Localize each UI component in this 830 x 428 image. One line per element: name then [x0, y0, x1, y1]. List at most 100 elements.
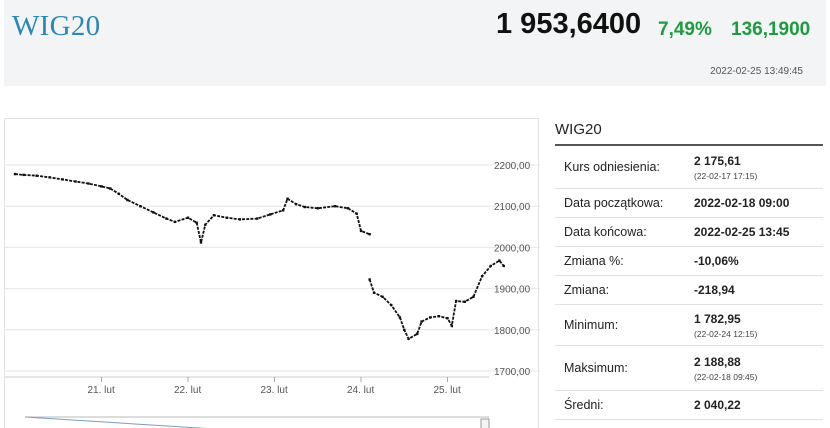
- stats-label: Zmiana:: [564, 283, 610, 297]
- stats-value-text: 2 188,88: [694, 354, 741, 369]
- stats-row: Średni: 2 040,22: [555, 391, 823, 420]
- change-absolute: 136,1900: [731, 19, 811, 40]
- stats-value: 2 175,61 (22-02-17 17:15): [688, 154, 823, 181]
- stats-value-date: (22-02-24 12:15): [694, 328, 758, 339]
- stats-label: Maksimum:: [564, 361, 628, 375]
- y-tick-label: 1700,00: [494, 367, 531, 378]
- data-point: [238, 218, 242, 221]
- stats-row: Data końcowa: 2022-02-25 13:45: [555, 218, 823, 247]
- stats-panel: WIG20 Kurs odniesienia: 2 175,61 (22-02-17…: [555, 118, 823, 420]
- data-point: [195, 221, 198, 224]
- data-point: [22, 173, 25, 177]
- stats-value-text: 2022-02-25 13:45: [694, 225, 790, 239]
- data-point: [472, 295, 475, 299]
- data-point: [316, 207, 319, 210]
- stats-value-date: (22-02-17 17:15): [694, 170, 758, 181]
- data-point: [303, 205, 306, 209]
- data-point: [204, 223, 207, 226]
- stats-row: Maksimum: 2 188,88 (22-02-18 09:45): [555, 346, 823, 391]
- data-point: [286, 197, 289, 200]
- panel-title: WIG20: [555, 118, 823, 146]
- data-point: [502, 264, 505, 268]
- stats-row: Data początkowa: 2022-02-18 09:00: [555, 189, 823, 218]
- data-point: [173, 220, 177, 224]
- stats-label: Data początkowa:: [564, 196, 664, 210]
- data-point: [372, 291, 376, 294]
- navigator-series: [24, 416, 208, 428]
- data-point: [48, 176, 51, 179]
- data-point: [390, 303, 393, 307]
- data-point: [294, 202, 298, 206]
- index-title[interactable]: WIG20: [12, 10, 101, 42]
- stats-value: 1 782,95 (22-02-24 12:15): [688, 312, 823, 339]
- data-point: [100, 185, 103, 188]
- data-point: [416, 332, 419, 336]
- stats-value: 2 188,88 (22-02-18 09:45): [688, 355, 823, 382]
- quote-timestamp: 2022-02-25 13:49:45: [710, 66, 803, 77]
- stats-row: Zmiana %: -10,06%: [555, 247, 823, 276]
- data-point: [117, 192, 120, 196]
- change-percent: 7,49%: [658, 19, 712, 40]
- stats-row: Minimum: 1 782,95 (22-02-24 12:15): [555, 305, 823, 346]
- navigator-handle: [480, 418, 490, 428]
- y-tick-label: 1900,00: [494, 285, 531, 296]
- stats-value-text: 2 040,22: [694, 398, 741, 412]
- data-point: [333, 205, 337, 208]
- data-point: [152, 211, 155, 214]
- data-point: [108, 187, 112, 190]
- series-line: [14, 173, 505, 341]
- data-point: [463, 300, 466, 303]
- data-point: [268, 213, 272, 216]
- data-point: [186, 216, 190, 219]
- data-point: [359, 229, 363, 233]
- stats-label: Data końcowa:: [564, 225, 647, 239]
- stats-label: Zmiana %:: [564, 254, 624, 268]
- data-point: [346, 207, 350, 210]
- data-point: [256, 217, 259, 220]
- stats-label: Średni:: [564, 398, 604, 412]
- data-point: [199, 241, 203, 244]
- data-point: [61, 178, 64, 181]
- data-point: [281, 209, 285, 212]
- quote-header: WIG20 1 953,6400 7,49% 136,1900 2022-02-…: [4, 0, 826, 86]
- stats-value-text: 1 782,95: [694, 311, 741, 326]
- data-point: [368, 278, 371, 281]
- price-chart[interactable]: 2200,00 2100,00 2000,00 1900,00 1800,00 1700,…: [4, 118, 540, 428]
- data-point: [446, 317, 449, 320]
- data-point: [403, 328, 406, 331]
- data-point: [454, 299, 458, 303]
- stats-label: Minimum:: [564, 318, 619, 332]
- stats-label: Kurs odniesienia:: [564, 160, 660, 174]
- x-tick-label: 25. lut: [434, 385, 461, 396]
- data-point: [368, 233, 371, 236]
- data-point: [87, 182, 90, 185]
- data-point: [74, 180, 77, 183]
- stats-value: -10,06%: [688, 254, 823, 268]
- data-point: [437, 315, 441, 318]
- chart-canvas[interactable]: 2200,00 2100,00 2000,00 1900,00 1800,00 1700,…: [5, 119, 540, 428]
- x-tick-label: 24. lut: [347, 385, 374, 396]
- data-point: [498, 259, 501, 262]
- data-point: [225, 216, 229, 219]
- stats-value: 2022-02-25 13:45: [688, 225, 823, 239]
- data-point: [13, 172, 17, 176]
- data-point: [420, 320, 423, 323]
- stats-value-text: -218,94: [694, 283, 735, 297]
- data-point: [398, 316, 402, 319]
- x-tick-label: 21. lut: [88, 385, 115, 396]
- stats-value-text: 2022-02-18 09:00: [694, 196, 790, 210]
- data-point: [355, 212, 358, 215]
- x-tick-label: 23. lut: [261, 385, 288, 396]
- data-point: [165, 217, 168, 220]
- stats-value: 2 040,22: [688, 398, 823, 412]
- data-point: [450, 324, 454, 327]
- data-point: [407, 337, 410, 341]
- stats-row: Zmiana: -218,94: [555, 276, 823, 305]
- y-tick-label: 1800,00: [494, 326, 531, 337]
- stats-value-text: 2 175,61: [694, 153, 741, 168]
- y-tick-label: 2000,00: [494, 243, 531, 254]
- stats-row: Kurs odniesienia: 2 175,61 (22-02-17 17:15…: [555, 146, 823, 189]
- data-point: [126, 198, 129, 202]
- x-tick-label: 22. lut: [174, 385, 201, 396]
- data-point: [480, 275, 484, 278]
